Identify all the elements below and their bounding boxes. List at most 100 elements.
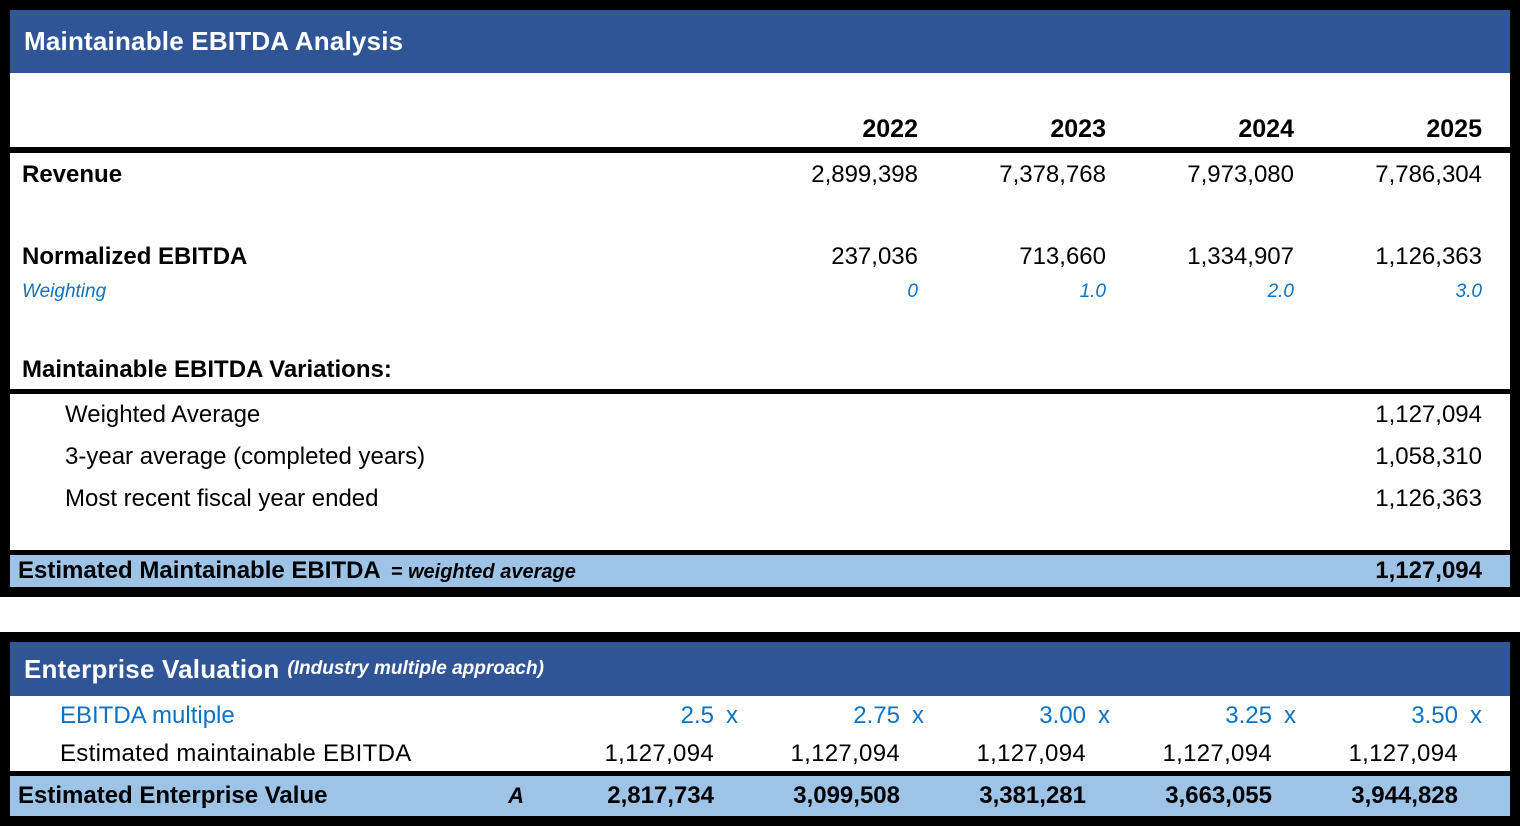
estimated-maintainable-ebitda-row-valuation: Estimated maintainable EBITDA 1,127,094 … bbox=[10, 736, 1510, 771]
multiple-suffix: x bbox=[726, 702, 738, 729]
multiple-suffix: x bbox=[912, 702, 924, 729]
normalized-ebitda-value-2024: 1,334,907 bbox=[1187, 243, 1294, 270]
variation-value: 1,127,094 bbox=[1375, 401, 1482, 428]
enterprise-value-cell-4: 3,663,055 bbox=[1120, 782, 1306, 810]
multiple-value: 2.75 bbox=[853, 702, 900, 729]
multiple-suffix: x bbox=[1470, 702, 1482, 729]
enterprise-value-label-cell: Estimated Enterprise Value A bbox=[10, 782, 562, 810]
valuation-ebitda-label-cell: Estimated maintainable EBITDA bbox=[10, 740, 562, 768]
maintainable-table-header: Maintainable EBITDA Analysis bbox=[10, 10, 1510, 73]
variation-row-most-recent-year: Most recent fiscal year ended 1,126,363 bbox=[10, 478, 1510, 520]
enterprise-value-cell-5: 3,944,828 bbox=[1306, 782, 1492, 810]
ebitda-multiple-label: EBITDA multiple bbox=[60, 702, 235, 729]
enterprise-ref-letter: A bbox=[508, 783, 524, 808]
enterprise-value: 3,944,828 bbox=[1351, 782, 1458, 809]
valuation-ebitda-cell-1: 1,127,094 bbox=[562, 740, 748, 768]
normalized-ebitda-value-2025: 1,126,363 bbox=[1375, 243, 1482, 270]
enterprise-value-cell-1: 2,817,734 bbox=[562, 782, 748, 810]
weighting-label: Weighting bbox=[22, 281, 107, 302]
maintainable-table-title: Maintainable EBITDA Analysis bbox=[24, 26, 404, 56]
multiple-cell-1: 2.5 x bbox=[562, 702, 748, 730]
weighting-value-2025: 3.0 bbox=[1455, 281, 1482, 302]
enterprise-value-cell-2: 3,099,508 bbox=[748, 782, 934, 810]
variation-row-weighted-average: Weighted Average 1,127,094 bbox=[10, 394, 1510, 436]
revenue-value-2025: 7,786,304 bbox=[1375, 161, 1482, 188]
variations-header-row: Maintainable EBITDA Variations: bbox=[10, 351, 1510, 389]
enterprise-valuation-table: Enterprise Valuation (Industry multiple … bbox=[0, 632, 1520, 826]
year-header-2023: 2023 bbox=[1050, 114, 1106, 143]
estimated-maintainable-ebitda-value: 1,127,094 bbox=[1375, 557, 1482, 584]
variation-value: 1,058,310 bbox=[1375, 443, 1482, 470]
variation-value: 1,126,363 bbox=[1375, 485, 1482, 512]
spacer bbox=[10, 520, 1510, 550]
revenue-value-2023: 7,378,768 bbox=[999, 161, 1106, 188]
revenue-value-2024: 7,973,080 bbox=[1187, 161, 1294, 188]
divider-rule bbox=[10, 389, 1510, 394]
multiple-value: 3.50 bbox=[1411, 702, 1458, 729]
revenue-row: Revenue 2,899,398 7,378,768 7,973,080 7,… bbox=[10, 153, 1510, 197]
valuation-ebitda-value: 1,127,094 bbox=[790, 739, 900, 767]
multiple-cell-5: 3.50 x bbox=[1306, 702, 1492, 730]
variation-label: Weighted Average bbox=[65, 401, 261, 428]
year-header-row: 2022 2023 2024 2025 bbox=[10, 111, 1510, 147]
multiple-value: 3.25 bbox=[1225, 702, 1272, 729]
variation-row-3-year-average: 3-year average (completed years) 1,058,3… bbox=[10, 436, 1510, 478]
multiple-suffix: x bbox=[1098, 702, 1110, 729]
multiple-cell-2: 2.75 x bbox=[748, 702, 934, 730]
year-header-2025: 2025 bbox=[1426, 114, 1482, 143]
revenue-label: Revenue bbox=[22, 161, 123, 188]
enterprise-value-label: Estimated Enterprise Value bbox=[18, 782, 328, 809]
variation-label: 3-year average (completed years) bbox=[65, 443, 426, 470]
multiple-value: 2.5 bbox=[680, 702, 714, 729]
variation-label: Most recent fiscal year ended bbox=[65, 485, 379, 512]
spacer bbox=[10, 197, 1510, 237]
total-note-text: = weighted average bbox=[390, 561, 576, 583]
divider-rule bbox=[10, 771, 1510, 776]
year-header-2024: 2024 bbox=[1238, 114, 1294, 143]
enterprise-value: 2,817,734 bbox=[607, 782, 714, 809]
valuation-ebitda-value: 1,127,094 bbox=[1162, 739, 1272, 767]
year-header-2022: 2022 bbox=[862, 114, 918, 143]
valuation-ebitda-label: Estimated maintainable EBITDA bbox=[60, 739, 412, 767]
valuation-table-header: Enterprise Valuation (Industry multiple … bbox=[10, 642, 1510, 696]
enterprise-value-cell-3: 3,381,281 bbox=[934, 782, 1120, 810]
spacer bbox=[10, 73, 1510, 111]
normalized-ebitda-row: Normalized EBITDA 237,036 713,660 1,334,… bbox=[10, 237, 1510, 277]
enterprise-value: 3,663,055 bbox=[1165, 782, 1272, 809]
valuation-table-title: Enterprise Valuation bbox=[24, 653, 280, 684]
maintainable-ebitda-table: Maintainable EBITDA Analysis 2022 2023 2… bbox=[0, 0, 1520, 597]
multiple-suffix: x bbox=[1284, 702, 1296, 729]
estimated-maintainable-ebitda-row: Estimated Maintainable EBITDA = weighted … bbox=[10, 555, 1510, 587]
estimated-maintainable-ebitda-label: Estimated Maintainable EBITDA = weighted … bbox=[10, 557, 1294, 585]
variations-header-label: Maintainable EBITDA Variations: bbox=[22, 356, 392, 383]
valuation-ebitda-cell-4: 1,127,094 bbox=[1120, 740, 1306, 768]
enterprise-value: 3,099,508 bbox=[793, 782, 900, 809]
weighting-value-2022: 0 bbox=[907, 281, 918, 302]
multiple-cell-4: 3.25 x bbox=[1120, 702, 1306, 730]
estimated-enterprise-value-row: Estimated Enterprise Value A 2,817,734 3… bbox=[10, 776, 1510, 816]
valuation-ebitda-cell-5: 1,127,094 bbox=[1306, 740, 1492, 768]
valuation-ebitda-value: 1,127,094 bbox=[604, 739, 714, 767]
valuation-table-subtitle: (Industry multiple approach) bbox=[287, 658, 544, 679]
valuation-ebitda-cell-3: 1,127,094 bbox=[934, 740, 1120, 768]
weighting-row: Weighting 0 1.0 2.0 3.0 bbox=[10, 277, 1510, 307]
spacer bbox=[10, 307, 1510, 351]
normalized-ebitda-value-2022: 237,036 bbox=[831, 243, 918, 270]
normalized-ebitda-label: Normalized EBITDA bbox=[22, 243, 248, 270]
ebitda-multiple-label-cell: EBITDA multiple bbox=[10, 702, 562, 730]
valuation-ebitda-cell-2: 1,127,094 bbox=[748, 740, 934, 768]
enterprise-value: 3,381,281 bbox=[979, 782, 1086, 809]
multiple-value: 3.00 bbox=[1039, 702, 1086, 729]
revenue-value-2022: 2,899,398 bbox=[811, 161, 918, 188]
divider-rule bbox=[10, 550, 1510, 555]
normalized-ebitda-value-2023: 713,660 bbox=[1019, 243, 1106, 270]
valuation-ebitda-value: 1,127,094 bbox=[1348, 739, 1458, 767]
weighting-value-2023: 1.0 bbox=[1079, 281, 1106, 302]
divider-rule bbox=[10, 147, 1510, 153]
multiple-cell-3: 3.00 x bbox=[934, 702, 1120, 730]
valuation-ebitda-value: 1,127,094 bbox=[976, 739, 1086, 767]
weighting-value-2024: 2.0 bbox=[1267, 281, 1294, 302]
ebitda-multiple-row: EBITDA multiple 2.5 x 2.75 x 3.00 x 3.25… bbox=[10, 696, 1510, 736]
total-label-text: Estimated Maintainable EBITDA bbox=[18, 557, 381, 584]
